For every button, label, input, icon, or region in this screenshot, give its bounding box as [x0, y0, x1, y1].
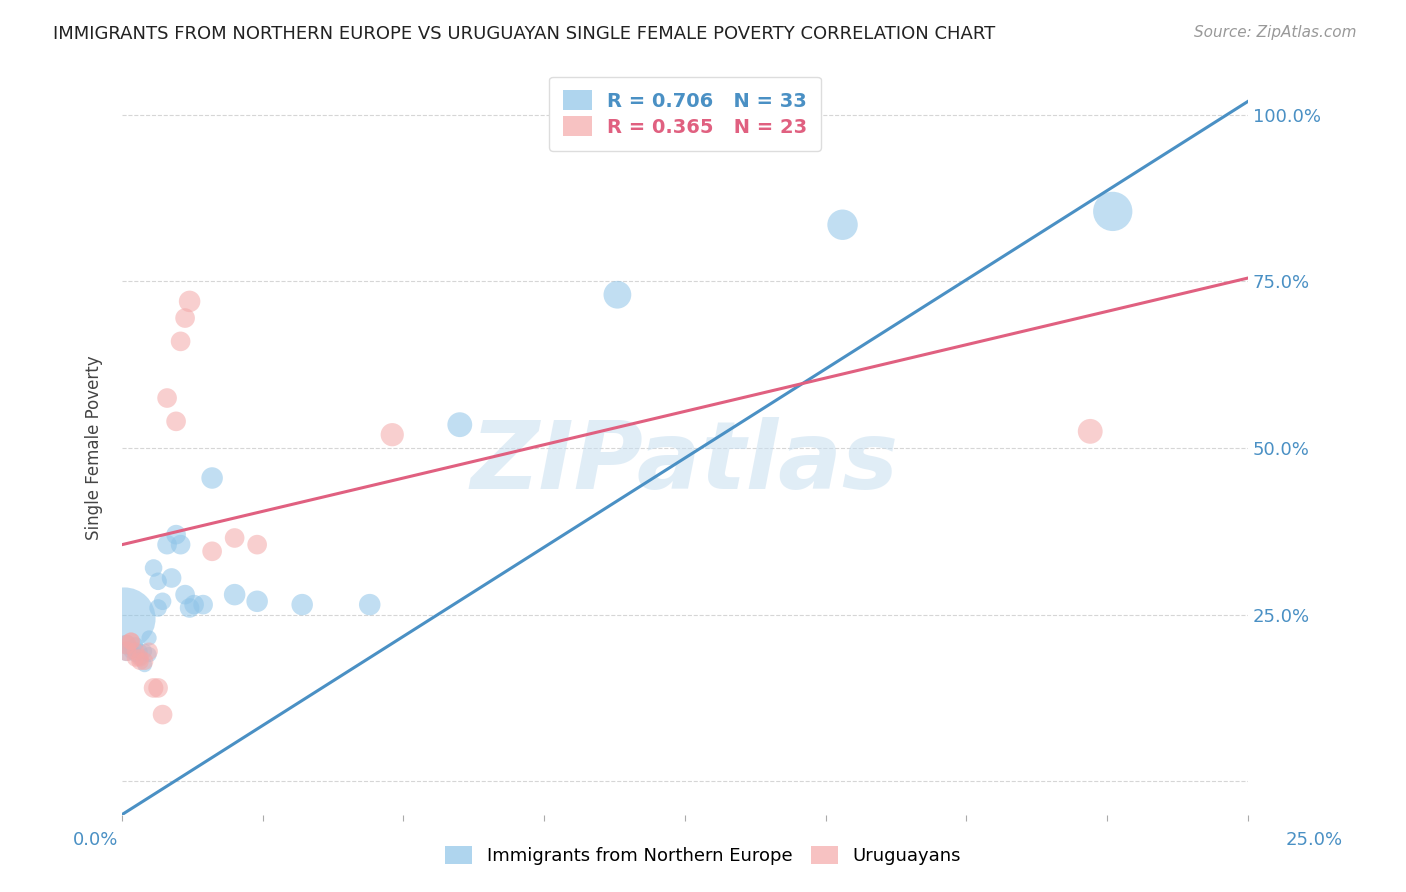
Point — [246, 594, 269, 608]
Point — [606, 287, 628, 301]
Point — [120, 634, 142, 648]
Point — [142, 561, 165, 575]
Point — [112, 611, 135, 625]
Point — [449, 417, 471, 432]
Point — [291, 598, 314, 612]
Point — [138, 631, 160, 645]
Point — [1101, 204, 1123, 219]
Text: Source: ZipAtlas.com: Source: ZipAtlas.com — [1194, 25, 1357, 40]
Point — [120, 644, 142, 658]
Text: 25.0%: 25.0% — [1286, 831, 1343, 849]
Point — [138, 644, 160, 658]
Point — [174, 311, 197, 326]
Point — [224, 531, 246, 545]
Point — [142, 681, 165, 695]
Point — [146, 601, 169, 615]
Point — [224, 588, 246, 602]
Point — [160, 571, 183, 585]
Point — [191, 598, 214, 612]
Point — [152, 594, 174, 608]
Point — [201, 544, 224, 558]
Point — [201, 471, 224, 485]
Point — [165, 414, 187, 428]
Point — [156, 538, 179, 552]
Point — [115, 638, 138, 652]
Point — [169, 334, 191, 349]
Legend: R = 0.706   N = 33, R = 0.365   N = 23: R = 0.706 N = 33, R = 0.365 N = 23 — [548, 77, 821, 151]
Point — [124, 648, 146, 662]
Point — [183, 598, 205, 612]
Point — [115, 644, 138, 658]
Point — [124, 651, 146, 665]
Point — [146, 681, 169, 695]
Legend: Immigrants from Northern Europe, Uruguayans: Immigrants from Northern Europe, Uruguay… — [439, 838, 967, 872]
Point — [152, 707, 174, 722]
Point — [124, 638, 146, 652]
Point — [156, 391, 179, 405]
Point — [120, 640, 142, 655]
Point — [146, 574, 169, 589]
Point — [129, 654, 152, 668]
Point — [129, 651, 152, 665]
Point — [134, 657, 156, 672]
Point — [381, 427, 404, 442]
Point — [246, 538, 269, 552]
Point — [831, 218, 853, 232]
Point — [1078, 425, 1101, 439]
Point — [179, 601, 201, 615]
Text: 0.0%: 0.0% — [73, 831, 118, 849]
Point — [174, 588, 197, 602]
Point — [134, 654, 156, 668]
Point — [359, 598, 381, 612]
Point — [120, 634, 142, 648]
Point — [129, 651, 152, 665]
Point — [115, 638, 138, 652]
Text: ZIPatlas: ZIPatlas — [471, 417, 898, 508]
Point — [115, 644, 138, 658]
Point — [165, 527, 187, 541]
Point — [124, 644, 146, 658]
Point — [134, 644, 156, 658]
Y-axis label: Single Female Poverty: Single Female Poverty — [86, 356, 103, 541]
Point — [138, 648, 160, 662]
Text: IMMIGRANTS FROM NORTHERN EUROPE VS URUGUAYAN SINGLE FEMALE POVERTY CORRELATION C: IMMIGRANTS FROM NORTHERN EUROPE VS URUGU… — [53, 25, 995, 43]
Point — [129, 644, 152, 658]
Point — [169, 538, 191, 552]
Point — [179, 294, 201, 309]
